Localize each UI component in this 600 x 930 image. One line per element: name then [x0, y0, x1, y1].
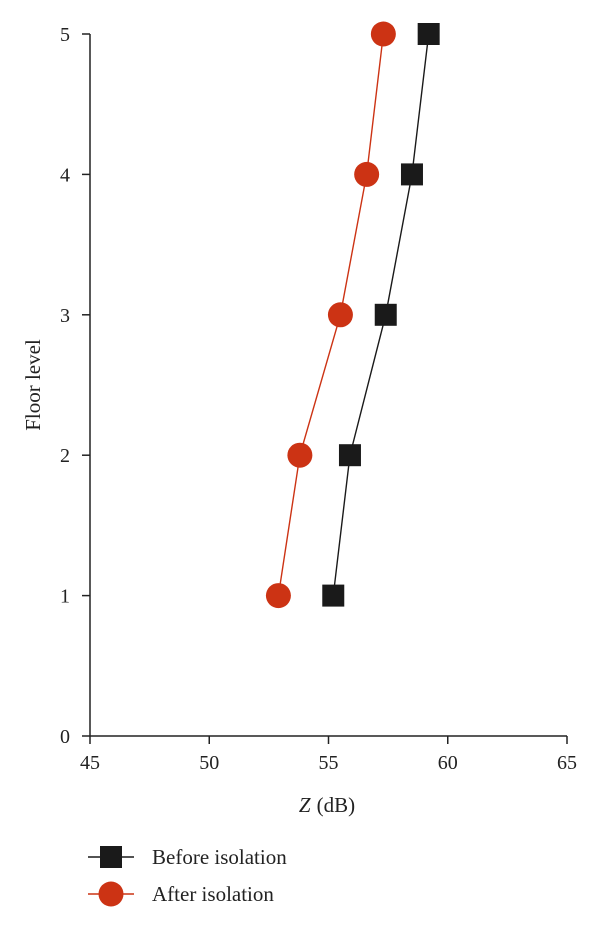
series-1: [322, 23, 440, 607]
square-marker: [400, 163, 423, 186]
square-marker: [417, 23, 440, 45]
circle-marker: [370, 21, 396, 47]
x-tick-label: 60: [438, 752, 458, 774]
y-tick-label: 5: [60, 24, 70, 46]
y-tick-label: 0: [60, 726, 70, 748]
axes: [89, 34, 567, 737]
x-tick-label: 45: [80, 752, 100, 774]
x-axis-title: Z (dB): [299, 793, 355, 817]
circle-marker: [265, 583, 291, 609]
legend-item: Before isolation: [88, 845, 287, 869]
y-tick-label: 3: [60, 305, 70, 327]
square-marker: [322, 584, 345, 607]
legend-marker: [98, 881, 124, 907]
y-tick-label: 2: [60, 445, 70, 467]
circle-marker: [327, 302, 353, 328]
y-axis-title: Floor level: [21, 339, 45, 431]
series-layer: [265, 21, 440, 609]
legend-item: After isolation: [88, 881, 274, 907]
y-tick-label: 4: [60, 164, 70, 186]
legend: Before isolation After isolation: [88, 845, 287, 907]
x-tick-label: 55: [319, 752, 339, 774]
x-axis-symbol: Z: [299, 793, 311, 817]
legend-label: After isolation: [152, 882, 274, 906]
legend-marker: [100, 846, 122, 868]
square-marker: [338, 444, 361, 467]
y-tick-label: 1: [60, 586, 70, 608]
circle-marker: [287, 442, 313, 468]
x-axis-unit: (dB): [317, 793, 356, 817]
series-2: [265, 21, 396, 609]
square-marker: [374, 303, 397, 326]
x-tick-label: 65: [557, 752, 577, 774]
circle-marker: [354, 161, 380, 187]
legend-label: Before isolation: [152, 845, 287, 869]
x-tick-label: 50: [199, 752, 219, 774]
